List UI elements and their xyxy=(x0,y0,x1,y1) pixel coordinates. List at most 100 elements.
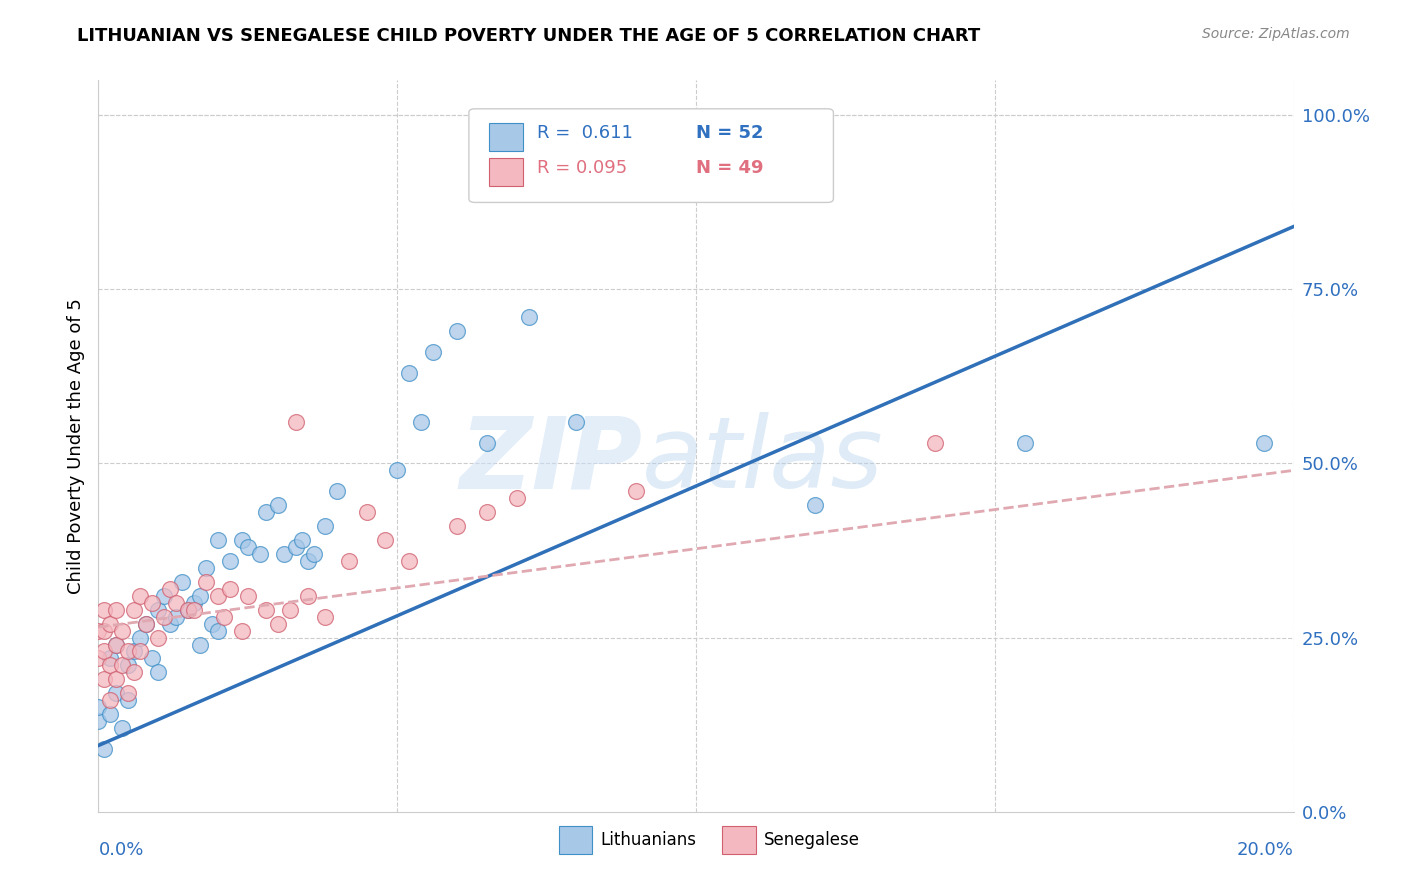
Point xyxy=(339,554,361,568)
Point xyxy=(207,624,229,638)
Point xyxy=(183,603,205,617)
Point xyxy=(111,658,134,673)
Point xyxy=(195,561,218,575)
Point xyxy=(398,554,420,568)
Y-axis label: Child Poverty Under the Age of 5: Child Poverty Under the Age of 5 xyxy=(66,298,84,594)
Point xyxy=(93,644,115,658)
Point xyxy=(231,624,253,638)
Point xyxy=(374,533,396,547)
Point xyxy=(98,616,122,631)
Point xyxy=(117,658,139,673)
Point xyxy=(291,533,314,547)
Point xyxy=(517,310,540,325)
Point xyxy=(236,540,259,554)
Point xyxy=(356,505,378,519)
Point xyxy=(129,644,152,658)
Point xyxy=(98,658,122,673)
Point xyxy=(87,714,110,728)
Text: Senegalese: Senegalese xyxy=(763,830,860,848)
Point xyxy=(212,609,235,624)
Point xyxy=(1014,435,1036,450)
Point xyxy=(398,366,420,380)
Point xyxy=(475,435,498,450)
Point xyxy=(105,638,128,652)
Point xyxy=(267,498,290,512)
Point xyxy=(254,505,277,519)
Text: N = 49: N = 49 xyxy=(696,159,763,177)
Point xyxy=(201,616,224,631)
Text: Lithuanians: Lithuanians xyxy=(600,830,696,848)
Point xyxy=(124,665,146,680)
Bar xyxy=(489,123,523,152)
Bar xyxy=(489,158,523,186)
Point xyxy=(124,644,146,658)
Point xyxy=(188,589,211,603)
Point xyxy=(177,603,200,617)
Point xyxy=(446,519,468,533)
Point xyxy=(506,491,529,506)
Point xyxy=(105,603,128,617)
Point xyxy=(254,603,277,617)
Point xyxy=(148,665,170,680)
Point xyxy=(207,533,229,547)
Point xyxy=(804,498,827,512)
Point xyxy=(111,624,134,638)
Text: N = 52: N = 52 xyxy=(696,124,763,142)
Point xyxy=(93,673,115,687)
Point xyxy=(315,519,337,533)
Point xyxy=(135,616,157,631)
Text: R = 0.095: R = 0.095 xyxy=(537,159,627,177)
Point xyxy=(165,609,187,624)
Point xyxy=(93,624,115,638)
Bar xyxy=(558,826,592,855)
Point xyxy=(924,435,946,450)
Point xyxy=(297,554,319,568)
Point xyxy=(129,631,152,645)
Point xyxy=(446,324,468,338)
Text: LITHUANIAN VS SENEGALESE CHILD POVERTY UNDER THE AGE OF 5 CORRELATION CHART: LITHUANIAN VS SENEGALESE CHILD POVERTY U… xyxy=(77,27,980,45)
Text: 20.0%: 20.0% xyxy=(1237,841,1294,859)
Point xyxy=(385,463,409,477)
Point xyxy=(87,651,110,665)
Point xyxy=(159,582,181,596)
Point xyxy=(297,589,319,603)
Point xyxy=(141,596,163,610)
Point xyxy=(626,484,648,499)
Point xyxy=(284,415,307,429)
Point xyxy=(284,540,307,554)
Point xyxy=(172,574,194,589)
Text: R =  0.611: R = 0.611 xyxy=(537,124,633,142)
Point xyxy=(153,589,176,603)
Point xyxy=(273,547,295,561)
Text: ZIP: ZIP xyxy=(460,412,643,509)
Point xyxy=(219,554,242,568)
Point xyxy=(565,415,588,429)
Point xyxy=(219,582,242,596)
FancyBboxPatch shape xyxy=(470,109,834,202)
Point xyxy=(105,638,128,652)
Point xyxy=(135,616,157,631)
Point xyxy=(98,651,122,665)
Point xyxy=(148,603,170,617)
Point xyxy=(165,596,187,610)
Text: Source: ZipAtlas.com: Source: ZipAtlas.com xyxy=(1202,27,1350,41)
Bar xyxy=(723,826,756,855)
Point xyxy=(195,574,218,589)
Point xyxy=(129,589,152,603)
Point xyxy=(117,686,139,700)
Point xyxy=(98,693,122,707)
Point xyxy=(98,707,122,722)
Text: atlas: atlas xyxy=(643,412,884,509)
Point xyxy=(153,609,176,624)
Point xyxy=(177,603,200,617)
Text: 0.0%: 0.0% xyxy=(98,841,143,859)
Point xyxy=(411,415,433,429)
Point xyxy=(87,624,110,638)
Point xyxy=(141,651,163,665)
Point xyxy=(475,505,498,519)
Point xyxy=(105,673,128,687)
Point xyxy=(231,533,253,547)
Point xyxy=(105,686,128,700)
Point xyxy=(117,693,139,707)
Point xyxy=(87,700,110,714)
